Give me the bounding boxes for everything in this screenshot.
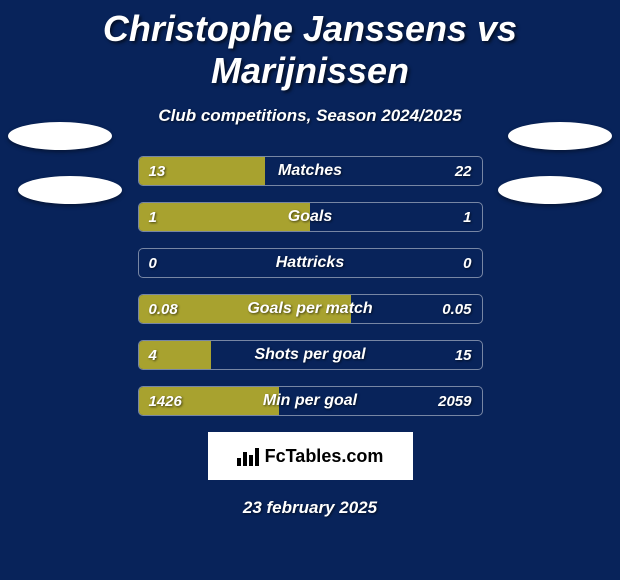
stat-value-right: 2059 — [438, 387, 471, 415]
stat-label: Matches — [139, 157, 482, 185]
stat-value-right: 0.05 — [442, 295, 471, 323]
page-title: Christophe Janssens vs Marijnissen — [0, 0, 620, 92]
stat-value-right: 0 — [463, 249, 471, 277]
stat-row: 1Goals1 — [138, 202, 483, 232]
stat-value-right: 15 — [455, 341, 472, 369]
stat-row: 4Shots per goal15 — [138, 340, 483, 370]
stat-row: 13Matches22 — [138, 156, 483, 186]
stat-row: 0Hattricks0 — [138, 248, 483, 278]
stat-label: Goals per match — [139, 295, 482, 323]
stat-value-right: 1 — [463, 203, 471, 231]
stat-row: 1426Min per goal2059 — [138, 386, 483, 416]
stat-label: Min per goal — [139, 387, 482, 415]
player-right-oval-1 — [508, 122, 612, 150]
stat-value-right: 22 — [455, 157, 472, 185]
site-badge: FcTables.com — [208, 432, 413, 480]
stat-label: Hattricks — [139, 249, 482, 277]
chart-icon — [237, 446, 259, 466]
player-left-oval-1 — [8, 122, 112, 150]
site-name: FcTables.com — [265, 446, 384, 467]
stat-label: Shots per goal — [139, 341, 482, 369]
comparison-chart: 13Matches22 1Goals1 0Hattricks0 0.08Goals p… — [0, 156, 620, 416]
stat-label: Goals — [139, 203, 482, 231]
page-subtitle: Club competitions, Season 2024/2025 — [0, 106, 620, 126]
stat-row: 0.08Goals per match0.05 — [138, 294, 483, 324]
footer-date: 23 february 2025 — [0, 498, 620, 518]
